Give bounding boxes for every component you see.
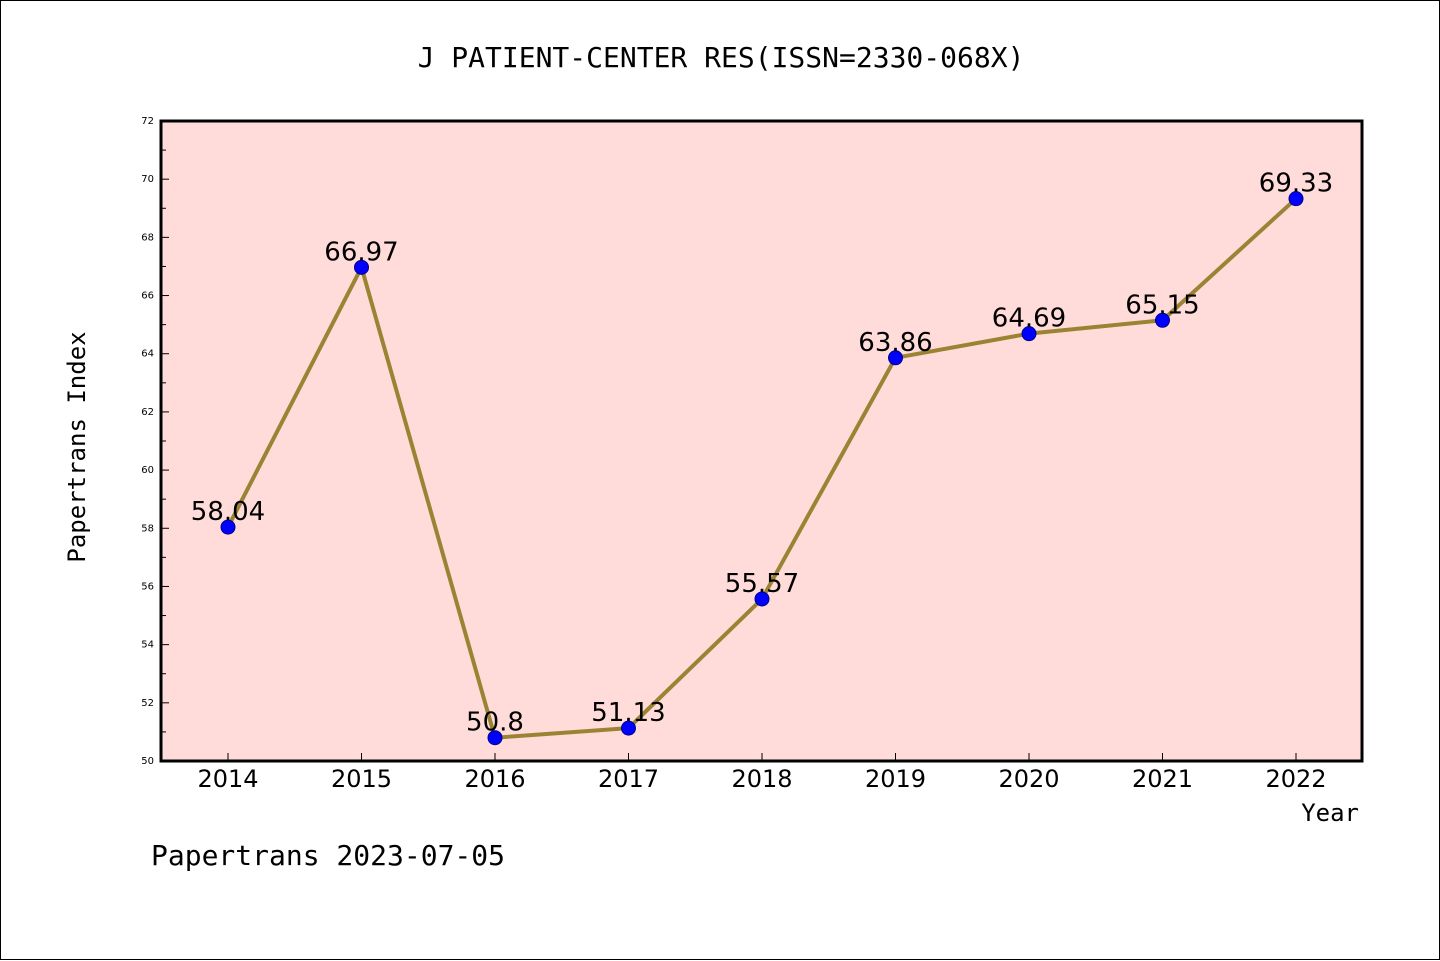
y-axis-title: Papertrans Index [63, 331, 91, 562]
data-label: 55.57 [725, 569, 799, 599]
x-tick-label: 2021 [1132, 765, 1193, 793]
data-label: 64.69 [992, 304, 1066, 334]
y-tick-label: 58 [141, 523, 154, 534]
data-point [888, 350, 903, 366]
x-axis-title: Year [1301, 799, 1359, 827]
data-label: 69.33 [1259, 169, 1333, 199]
chart-title: J PATIENT-CENTER RES(ISSN=2330-068X) [418, 41, 1025, 74]
y-tick-label: 68 [141, 232, 154, 243]
data-labels: 58.04 66.97 50.8 51.13 55.57 63.86 64.69 65.15 6… [191, 169, 1333, 738]
x-tick-label: 2018 [731, 765, 792, 793]
y-tick-label: 54 [141, 640, 154, 651]
x-tick-label: 2014 [197, 765, 258, 793]
data-label: 63.86 [858, 328, 932, 358]
data-point [354, 259, 369, 275]
data-point [1155, 312, 1170, 328]
y-tick-label: 56 [141, 581, 154, 592]
x-tick-label: 2020 [998, 765, 1059, 793]
data-point [487, 730, 503, 746]
data-point [754, 591, 770, 607]
x-tick-label: 2015 [331, 765, 392, 793]
x-tick-label: 2017 [598, 765, 659, 793]
data-point [1021, 326, 1037, 342]
x-tick-label: 2016 [464, 765, 525, 793]
x-axis: 2014 2015 2016 2017 2018 2019 2020 2021 2022 [197, 753, 1327, 793]
data-label: 58.04 [191, 497, 265, 527]
y-tick-label: 70 [141, 174, 154, 185]
y-tick-label: 52 [141, 698, 154, 709]
y-tick-label: 66 [141, 291, 154, 302]
series-line-group [220, 191, 1304, 746]
x-tick-label: 2019 [865, 765, 926, 793]
data-label: 65.15 [1125, 290, 1199, 320]
y-tick-label: 60 [141, 465, 154, 476]
y-tick-label: 50 [141, 756, 154, 767]
y-tick-label: 62 [141, 407, 154, 418]
footer-date-text: Papertrans 2023-07-05 [151, 839, 505, 872]
data-point [621, 720, 636, 736]
data-label: 50.8 [466, 708, 524, 738]
y-axis: 50 52 54 56 58 60 62 64 66 68 70 72 [141, 116, 169, 767]
y-tick-label: 72 [141, 116, 154, 127]
plot-area [159, 119, 1364, 763]
data-label: 66.97 [324, 237, 398, 267]
data-point [220, 519, 236, 535]
data-label: 51.13 [591, 698, 665, 728]
data-point [1288, 191, 1304, 207]
x-tick-label: 2022 [1265, 765, 1326, 793]
y-tick-label: 64 [141, 349, 154, 360]
